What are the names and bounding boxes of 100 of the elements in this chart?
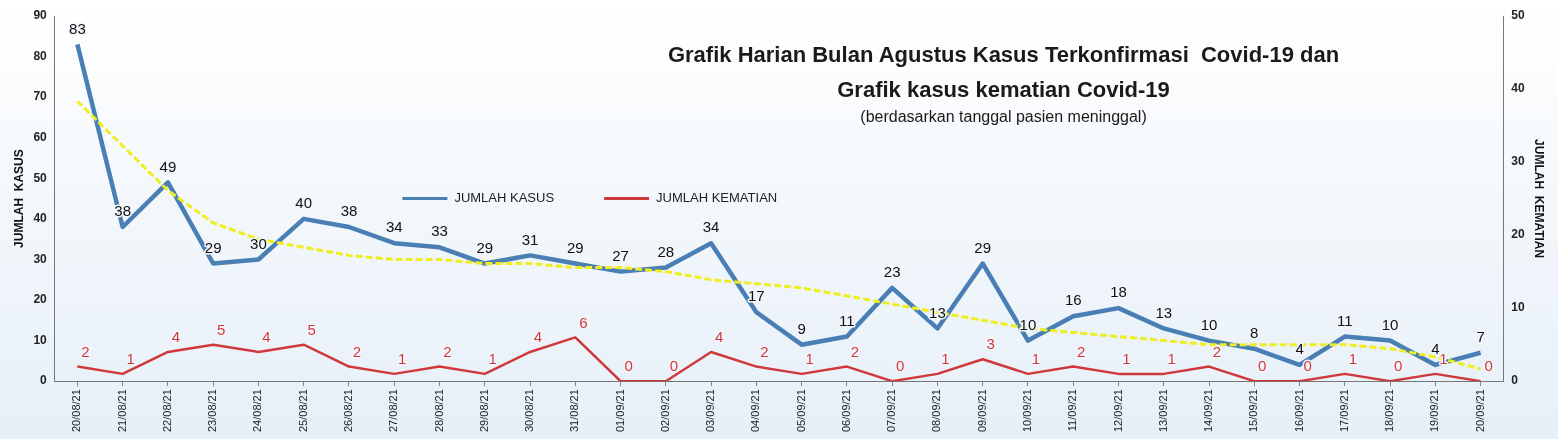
y-tick-label: 70 — [33, 89, 48, 104]
data-label: 2 — [1212, 342, 1222, 360]
data-label: 13 — [1155, 303, 1173, 321]
data-label: 38 — [340, 202, 358, 220]
y-axis-title: JUMLAH KASUS — [11, 149, 26, 248]
text: (berdasarkan tanggal pasien meninggal) — [860, 108, 1147, 126]
data-label: 49 — [159, 157, 177, 175]
x-tick-label: 14/09/21 — [1202, 389, 1215, 433]
data-label: 23 — [883, 263, 901, 280]
x-tick-label: 04/09/21 — [749, 389, 762, 433]
y2-axis-title: JUMLAH KEMATIAN — [1532, 139, 1547, 259]
data-label: 11 — [839, 311, 855, 329]
data-label: 34 — [385, 218, 403, 236]
data-label: 29 — [204, 238, 222, 256]
data-label: 1 — [126, 350, 135, 368]
x-tick-label: 15/09/21 — [1247, 389, 1260, 433]
y-tick-label: 20 — [33, 292, 48, 307]
data-label: 0 — [1258, 357, 1267, 375]
y2-tick-label: 30 — [1511, 154, 1525, 169]
data-label: 2 — [81, 342, 90, 360]
data-label: 1 — [1348, 350, 1357, 368]
data-label: 9 — [797, 319, 806, 337]
x-tick-label: 19/09/21 — [1428, 389, 1441, 433]
data-label: 2 — [760, 342, 769, 360]
x-tick-label: 28/08/21 — [432, 389, 445, 433]
data-label: 29 — [476, 238, 494, 256]
x-tick-label: 31/08/21 — [568, 389, 581, 433]
data-label: 28 — [657, 242, 675, 260]
line-series — [75, 99, 1483, 371]
y-tick-label: 0 — [40, 373, 48, 388]
y-tick-label: 40 — [33, 211, 48, 226]
x-tick-label: 17/09/21 — [1337, 389, 1350, 433]
data-label: 1 — [1031, 350, 1041, 368]
data-label: 0 — [1484, 357, 1493, 375]
data-label: 31 — [521, 230, 539, 248]
y2-tick-label: 0 — [1511, 373, 1519, 388]
x-tick-label: 13/09/21 — [1156, 389, 1169, 433]
data-label: 2 — [1077, 342, 1086, 360]
x-tick-label: 20/08/21 — [70, 389, 83, 433]
data-label: 83 — [69, 19, 86, 37]
data-label: 10 — [1200, 315, 1218, 333]
x-tick-label: 01/09/21 — [613, 389, 626, 433]
data-label: 34 — [702, 218, 720, 236]
x-tick-label: 30/08/21 — [523, 389, 536, 433]
data-label: 29 — [974, 238, 992, 256]
x-tick-label: 20/09/21 — [1473, 389, 1486, 433]
data-label: 40 — [295, 194, 313, 212]
y2-tick-label: 50 — [1511, 8, 1525, 23]
data-label: 0 — [1393, 357, 1403, 375]
y-tick-label: 60 — [33, 130, 48, 145]
x-tick-label: 05/09/21 — [794, 389, 807, 433]
data-label: 11 — [1337, 311, 1353, 329]
text: Grafik Harian Bulan Agustus Kasus Terkonfirmasi Covid-19 dan Grafik kasus kematian Covid-19 — [667, 42, 1340, 103]
x-tick-label: 12/09/21 — [1111, 389, 1124, 433]
x-tick-label: 02/09/21 — [658, 389, 671, 433]
data-label: 6 — [579, 313, 588, 331]
x-tick-label: 09/09/21 — [975, 389, 988, 433]
data-label: 4 — [262, 328, 271, 346]
x-tick-label: 08/09/21 — [930, 389, 943, 433]
data-label: 33 — [431, 222, 448, 240]
x-tick-label: 27/08/21 — [387, 389, 400, 433]
y-tick-label: 30 — [33, 251, 48, 266]
data-label: 3 — [986, 335, 995, 353]
y-tick-label: 90 — [33, 8, 48, 23]
x-tick-label: 22/08/21 — [160, 389, 173, 433]
x-tick-label: 10/09/21 — [1020, 389, 1033, 433]
data-label: 1 — [1122, 350, 1131, 368]
data-label: 8 — [1250, 323, 1259, 341]
data-label: 30 — [250, 234, 267, 252]
data-label: 10 — [1381, 315, 1399, 333]
x-tick-label: 06/09/21 — [839, 389, 852, 433]
data-label: 2 — [443, 342, 452, 360]
x-tick-label: 29/08/21 — [477, 389, 490, 433]
data-label: 0 — [624, 357, 633, 375]
y2-tick-label: 10 — [1511, 300, 1525, 315]
data-label: 1 — [1439, 350, 1448, 368]
y2-tick-label: 40 — [1511, 81, 1525, 96]
x-tick-label: 25/08/21 — [296, 389, 309, 433]
data-label: 1 — [1167, 350, 1176, 368]
legend-label: JUMLAH KEMATIAN — [656, 190, 778, 206]
data-label: 1 — [805, 350, 814, 368]
data-label: 1 — [488, 350, 497, 368]
data-label: 4 — [714, 328, 724, 346]
data-label: 27 — [612, 246, 629, 264]
data-label: 4 — [1431, 340, 1440, 358]
data-label: 18 — [1110, 283, 1127, 301]
x-tick-label: 21/08/21 — [115, 389, 128, 433]
y2-tick-label: 20 — [1511, 227, 1525, 242]
data-label: 2 — [850, 342, 860, 360]
data-label: 1 — [398, 350, 407, 368]
data-label: 0 — [895, 357, 905, 375]
data-label: 1 — [941, 350, 950, 368]
x-tick-label: 11/09/21 — [1066, 389, 1079, 432]
data-label: 17 — [748, 287, 765, 305]
x-tick-label: 07/09/21 — [885, 389, 898, 433]
y-tick-label: 10 — [33, 332, 48, 347]
y-tick-label: 50 — [33, 170, 48, 185]
x-tick-label: 03/09/21 — [704, 389, 717, 433]
x-tick-label: 24/08/21 — [251, 389, 264, 433]
data-label: 0 — [669, 357, 679, 375]
